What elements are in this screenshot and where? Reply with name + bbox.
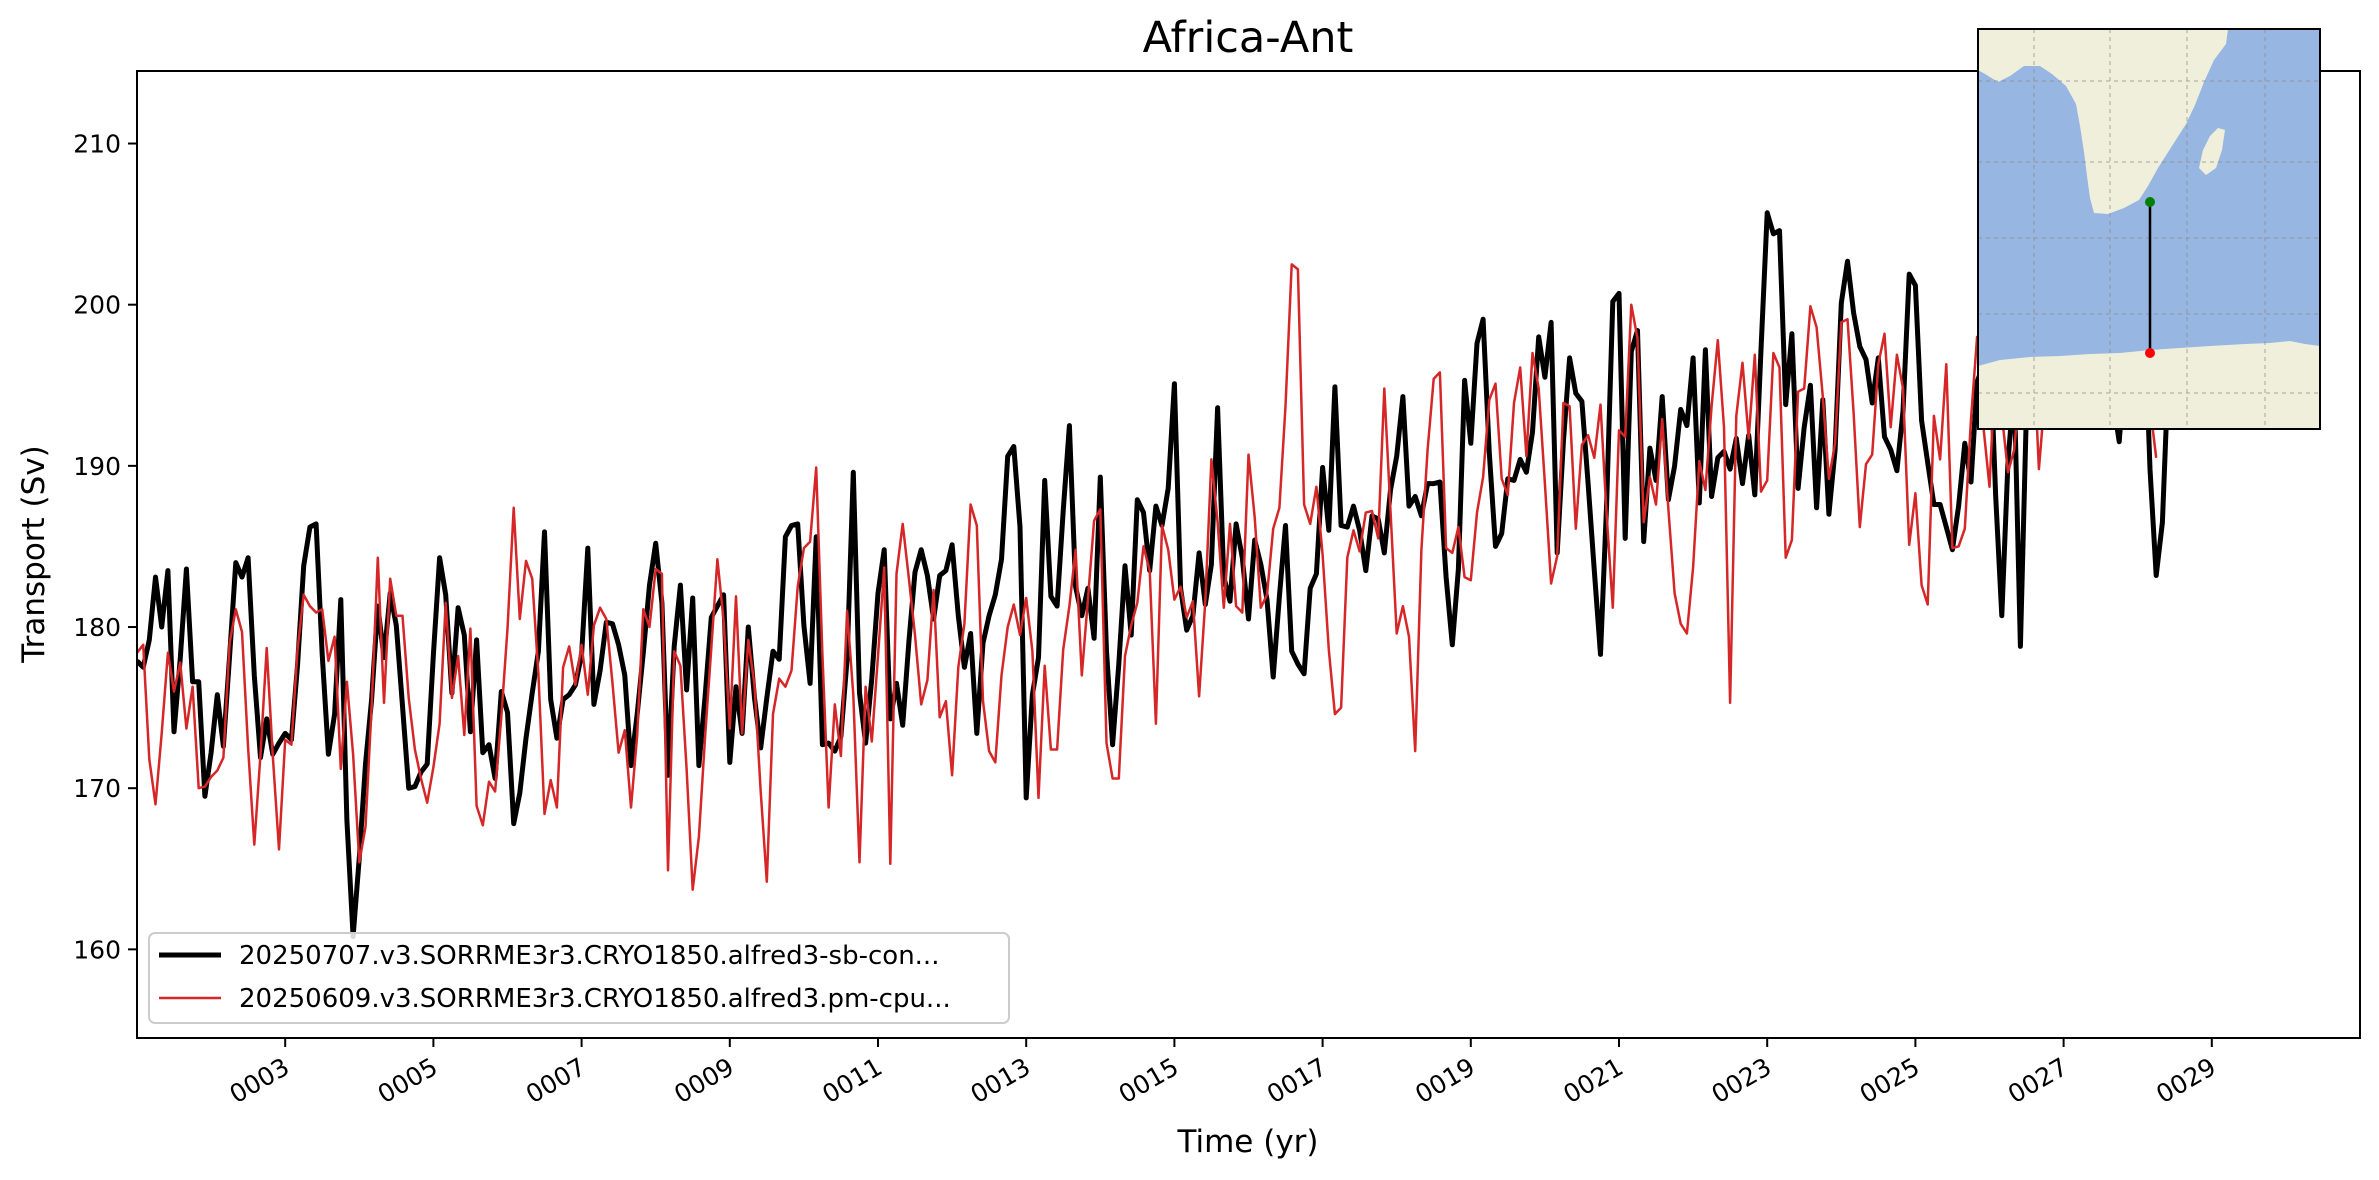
y-tick-label: 180: [73, 613, 121, 642]
y-tick-label: 160: [73, 935, 121, 964]
section-end-marker: [2145, 348, 2155, 358]
inset-frame: [1977, 28, 2321, 430]
y-axis: 160 170 180 190 200 210: [73, 130, 137, 964]
antarctica-landmass: [1978, 341, 2320, 429]
x-axis-label: Time (yr): [1177, 1124, 1319, 1160]
series-line-2: [137, 235, 2158, 891]
legend-label-series-1: 20250707.v3.SORRME3r3.CRYO1850.alfred3-s…: [239, 941, 939, 971]
y-axis-label: Transport (Sv): [16, 445, 52, 664]
madagascar-landmass: [2199, 128, 2225, 175]
legend: 20250707.v3.SORRME3r3.CRYO1850.alfred3-s…: [148, 932, 1010, 1024]
chart-title: Africa-Ant: [1143, 13, 1354, 63]
africa-landmass: [1978, 29, 2228, 214]
plot-frame: [136, 70, 2361, 1039]
series-line-1: [137, 123, 2239, 939]
section-start-marker: [2145, 197, 2155, 207]
legend-box: [148, 932, 1010, 1024]
y-tick-label: 210: [73, 130, 121, 159]
series-layer: [137, 123, 2239, 939]
inset-map: [1977, 28, 2321, 430]
y-tick-label: 170: [73, 774, 121, 803]
y-tick-label: 190: [73, 452, 121, 481]
legend-label-series-2: 20250609.v3.SORRME3r3.CRYO1850.alfred3.p…: [239, 984, 951, 1014]
y-tick-label: 200: [73, 291, 121, 320]
